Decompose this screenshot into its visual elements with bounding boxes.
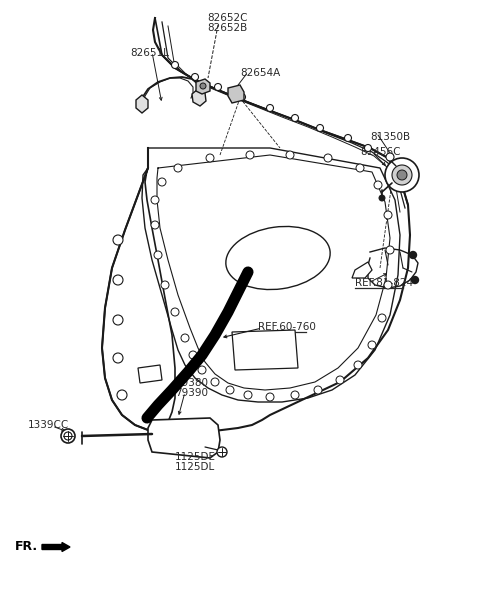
Circle shape — [386, 153, 394, 161]
Text: 81350B: 81350B — [370, 132, 410, 142]
Circle shape — [291, 391, 299, 399]
Circle shape — [61, 429, 75, 443]
Text: FR.: FR. — [15, 540, 38, 553]
Circle shape — [174, 164, 182, 172]
Circle shape — [386, 246, 394, 254]
Circle shape — [374, 181, 382, 189]
Circle shape — [397, 170, 407, 180]
Circle shape — [384, 281, 392, 289]
Circle shape — [286, 151, 294, 159]
Text: 1125DL: 1125DL — [175, 462, 215, 472]
Polygon shape — [138, 365, 162, 383]
Polygon shape — [352, 262, 372, 278]
Circle shape — [198, 366, 206, 374]
Text: 1125DE: 1125DE — [175, 452, 216, 462]
Circle shape — [354, 361, 362, 369]
Circle shape — [364, 145, 372, 151]
Text: 81456C: 81456C — [360, 147, 400, 157]
Circle shape — [266, 105, 274, 112]
Circle shape — [113, 235, 123, 245]
Circle shape — [411, 277, 419, 284]
Circle shape — [244, 391, 252, 399]
Circle shape — [316, 125, 324, 132]
Circle shape — [246, 151, 254, 159]
Text: 82654A: 82654A — [240, 68, 280, 78]
Circle shape — [409, 252, 417, 258]
Circle shape — [113, 275, 123, 285]
Text: REF.60-760: REF.60-760 — [258, 322, 316, 332]
Polygon shape — [228, 85, 244, 103]
Circle shape — [113, 315, 123, 325]
Circle shape — [336, 376, 344, 384]
Text: REF.81-824: REF.81-824 — [355, 278, 413, 288]
Circle shape — [171, 308, 179, 316]
Circle shape — [113, 353, 123, 363]
Circle shape — [314, 386, 322, 394]
Circle shape — [345, 135, 351, 141]
Circle shape — [384, 211, 392, 219]
Circle shape — [200, 83, 206, 89]
Circle shape — [181, 334, 189, 342]
Circle shape — [64, 432, 72, 440]
Circle shape — [158, 178, 166, 186]
Polygon shape — [148, 418, 220, 458]
Circle shape — [368, 341, 376, 349]
Circle shape — [192, 73, 199, 80]
Polygon shape — [136, 95, 148, 113]
Circle shape — [356, 164, 364, 172]
Circle shape — [217, 447, 227, 457]
Circle shape — [211, 378, 219, 386]
Text: 1339CC: 1339CC — [28, 420, 69, 430]
Text: 82651L: 82651L — [130, 48, 169, 58]
Polygon shape — [192, 89, 206, 106]
Circle shape — [239, 93, 245, 100]
Polygon shape — [232, 330, 298, 370]
Polygon shape — [196, 79, 210, 94]
Circle shape — [171, 61, 179, 69]
Circle shape — [379, 195, 385, 201]
FancyArrow shape — [42, 543, 70, 551]
Text: 79380: 79380 — [175, 378, 208, 388]
Circle shape — [117, 390, 127, 400]
Circle shape — [206, 154, 214, 162]
Circle shape — [324, 154, 332, 162]
Circle shape — [151, 196, 159, 204]
Text: 82652B: 82652B — [207, 23, 247, 33]
Circle shape — [226, 386, 234, 394]
Circle shape — [385, 158, 419, 192]
Circle shape — [291, 115, 299, 122]
Circle shape — [189, 351, 197, 359]
Circle shape — [266, 393, 274, 401]
Text: 82652C: 82652C — [207, 13, 248, 23]
Circle shape — [215, 83, 221, 90]
Circle shape — [154, 251, 162, 259]
Ellipse shape — [226, 226, 330, 290]
Circle shape — [392, 165, 412, 185]
Text: 79390: 79390 — [175, 388, 208, 398]
Circle shape — [378, 314, 386, 322]
Circle shape — [151, 221, 159, 229]
Circle shape — [161, 281, 169, 289]
